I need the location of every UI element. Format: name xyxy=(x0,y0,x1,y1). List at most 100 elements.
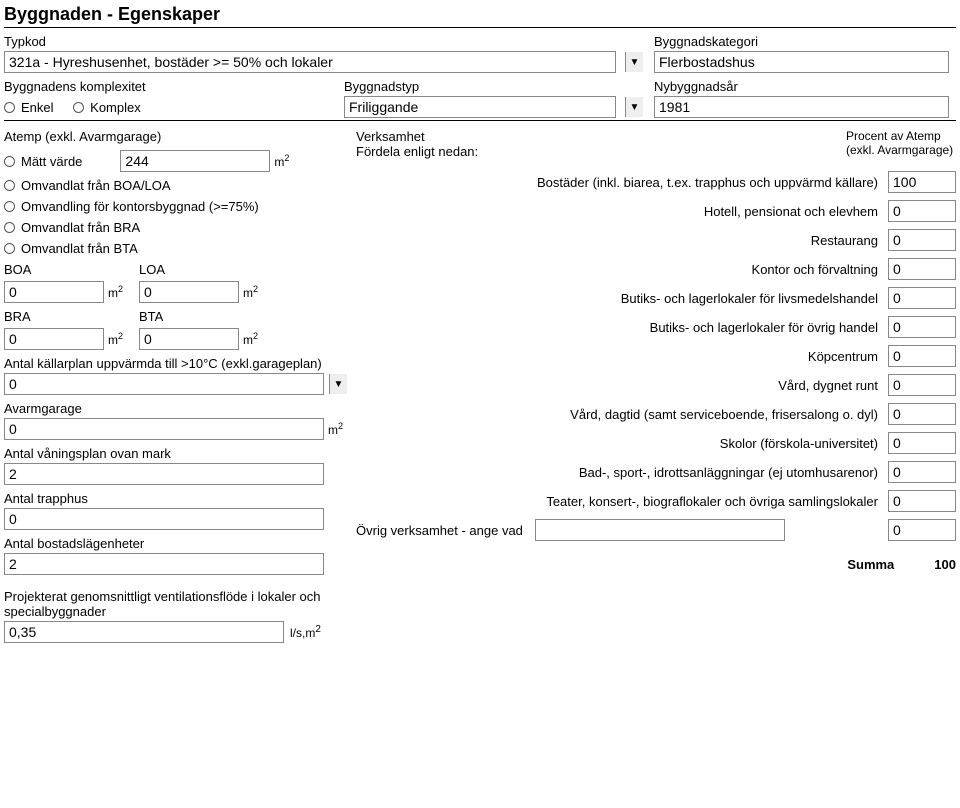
verksamhet-row-value[interactable]: 0 xyxy=(888,229,956,251)
atemp-omv-bra-label: Omvandlat från BRA xyxy=(21,220,140,235)
avarmgarage-field[interactable]: 0 xyxy=(4,418,324,440)
atemp-omv-kontor-radio[interactable]: Omvandling för kontorsbyggnad (>=75%) xyxy=(4,199,332,214)
verksamhet-row-value[interactable]: 0 xyxy=(888,316,956,338)
verksamhet-row-value[interactable]: 0 xyxy=(888,345,956,367)
verksamhet-row-label: Restaurang xyxy=(356,233,888,248)
atemp-matt-radio[interactable]: Mätt värde xyxy=(4,154,82,169)
m2-unit: m2 xyxy=(328,421,343,437)
verksamhet-row-label: Vård, dygnet runt xyxy=(356,378,888,393)
ventflode-label: Projekterat genomsnittligt ventilationsf… xyxy=(4,589,324,619)
atemp-omv-boa-loa-label: Omvandlat från BOA/LOA xyxy=(21,178,171,193)
nybyggnadsar-label: Nybyggnadsår xyxy=(654,79,954,94)
verksamhet-row-label: Vård, dagtid (samt serviceboende, friser… xyxy=(356,407,888,422)
atemp-omv-bta-radio[interactable]: Omvandlat från BTA xyxy=(4,241,332,256)
komplexitet-komplex-label: Komplex xyxy=(90,100,141,115)
summa-label: Summa xyxy=(847,557,894,572)
nybyggnadsar-field[interactable]: 1981 xyxy=(654,96,949,118)
verksamhet-row-label: Bad-, sport-, idrottsanläggningar (ej ut… xyxy=(356,465,888,480)
radio-icon xyxy=(4,222,15,233)
verksamhet-row: Teater, konsert-, biograflokaler och övr… xyxy=(356,490,956,512)
atemp-label: Atemp (exkl. Avarmgarage) xyxy=(4,129,348,144)
trapphus-field[interactable]: 0 xyxy=(4,508,324,530)
verksamhet-row-value[interactable]: 0 xyxy=(888,432,956,454)
verksamhet-row: Köpcentrum0 xyxy=(356,345,956,367)
radio-icon xyxy=(4,201,15,212)
chevron-down-icon: ▼ xyxy=(625,97,643,117)
boa-field[interactable]: 0 xyxy=(4,281,104,303)
m2-unit: m2 xyxy=(243,284,258,300)
verksamhet-row-label: Bostäder (inkl. biarea, t.ex. trapphus o… xyxy=(356,175,888,190)
verksamhet-row-label: Kontor och förvaltning xyxy=(356,262,888,277)
verksamhet-row-value[interactable]: 0 xyxy=(888,258,956,280)
atemp-omv-bra-radio[interactable]: Omvandlat från BRA xyxy=(4,220,332,235)
verksamhet-row: Bostäder (inkl. biarea, t.ex. trapphus o… xyxy=(356,171,956,193)
radio-icon xyxy=(4,180,15,191)
komplexitet-label: Byggnadens komplexitet xyxy=(4,79,334,94)
divider xyxy=(4,120,956,121)
verksamhet-row: Hotell, pensionat och elevhem0 xyxy=(356,200,956,222)
verksamhet-row-label: Teater, konsert-, biograflokaler och övr… xyxy=(356,494,888,509)
komplexitet-komplex-radio[interactable]: Komplex xyxy=(73,100,141,115)
verksamhet-title: Verksamhet xyxy=(356,129,478,144)
byggnadskategori-field[interactable]: Flerbostadshus xyxy=(654,51,949,73)
atemp-omv-boa-loa-radio[interactable]: Omvandlat från BOA/LOA xyxy=(4,178,332,193)
verksamhet-row-value[interactable]: 0 xyxy=(888,287,956,309)
vaningsplan-label: Antal våningsplan ovan mark xyxy=(4,446,348,461)
ventflode-unit: l/s,m2 xyxy=(290,624,321,640)
verksamhet-row-value[interactable]: 100 xyxy=(888,171,956,193)
verksamhet-row: Butiks- och lagerlokaler för övrig hande… xyxy=(356,316,956,338)
kallarplan-select[interactable]: 0 xyxy=(4,373,324,395)
byggnadstyp-label: Byggnadstyp xyxy=(344,79,644,94)
verksamhet-row: Butiks- och lagerlokaler för livsmedelsh… xyxy=(356,287,956,309)
loa-label: LOA xyxy=(139,262,258,277)
kallarplan-label: Antal källarplan uppvärmda till >10°C (e… xyxy=(4,356,348,371)
bra-field[interactable]: 0 xyxy=(4,328,104,350)
bostadslagenheter-label: Antal bostadslägenheter xyxy=(4,536,348,551)
boa-label: BOA xyxy=(4,262,123,277)
verksamhet-row-value[interactable]: 0 xyxy=(888,200,956,222)
ventflode-field[interactable]: 0,35 xyxy=(4,621,284,643)
typkod-label: Typkod xyxy=(4,34,644,49)
radio-icon xyxy=(4,102,15,113)
chevron-down-icon: ▼ xyxy=(329,374,347,394)
komplexitet-enkel-radio[interactable]: Enkel xyxy=(4,100,54,115)
atemp-omv-kontor-label: Omvandling för kontorsbyggnad (>=75%) xyxy=(21,199,259,214)
verksamhet-row-value[interactable]: 0 xyxy=(888,374,956,396)
verksamhet-row-label: Butiks- och lagerlokaler för övrig hande… xyxy=(356,320,888,335)
bta-field[interactable]: 0 xyxy=(139,328,239,350)
komplexitet-enkel-label: Enkel xyxy=(21,100,54,115)
byggnadstyp-select[interactable]: Friliggande xyxy=(344,96,616,118)
verksamhet-other-value[interactable]: 0 xyxy=(888,519,956,541)
verksamhet-row: Restaurang0 xyxy=(356,229,956,251)
page-title: Byggnaden - Egenskaper xyxy=(4,4,956,25)
atemp-omv-bta-label: Omvandlat från BTA xyxy=(21,241,138,256)
m2-unit: m2 xyxy=(108,284,123,300)
trapphus-label: Antal trapphus xyxy=(4,491,348,506)
avarmgarage-label: Avarmgarage xyxy=(4,401,348,416)
verksamhet-row: Vård, dygnet runt0 xyxy=(356,374,956,396)
vaningsplan-field[interactable]: 2 xyxy=(4,463,324,485)
m2-unit: m2 xyxy=(274,153,289,169)
verksamhet-row-value[interactable]: 0 xyxy=(888,490,956,512)
verksamhet-other-text[interactable] xyxy=(535,519,785,541)
verksamhet-row: Skolor (förskola-universitet)0 xyxy=(356,432,956,454)
typkod-select[interactable]: 321a - Hyreshusenhet, bostäder >= 50% oc… xyxy=(4,51,616,73)
verksamhet-row-label: Hotell, pensionat och elevhem xyxy=(356,204,888,219)
verksamhet-row: Vård, dagtid (samt serviceboende, friser… xyxy=(356,403,956,425)
verksamhet-row-label: Köpcentrum xyxy=(356,349,888,364)
verksamhet-subtitle: Fördela enligt nedan: xyxy=(356,144,478,159)
verksamhet-row-label: Skolor (förskola-universitet) xyxy=(356,436,888,451)
atemp-matt-field[interactable]: 244 xyxy=(120,150,270,172)
radio-icon xyxy=(4,243,15,254)
atemp-matt-label: Mätt värde xyxy=(21,154,82,169)
bta-label: BTA xyxy=(139,309,258,324)
verksamhet-row: Kontor och förvaltning0 xyxy=(356,258,956,280)
verksamhet-row-value[interactable]: 0 xyxy=(888,461,956,483)
summa-value: 100 xyxy=(934,557,956,572)
loa-field[interactable]: 0 xyxy=(139,281,239,303)
chevron-down-icon: ▼ xyxy=(625,52,643,72)
verksamhet-row-value[interactable]: 0 xyxy=(888,403,956,425)
radio-icon xyxy=(4,156,15,167)
verksamhet-row-label: Butiks- och lagerlokaler för livsmedelsh… xyxy=(356,291,888,306)
bostadslagenheter-field[interactable]: 2 xyxy=(4,553,324,575)
